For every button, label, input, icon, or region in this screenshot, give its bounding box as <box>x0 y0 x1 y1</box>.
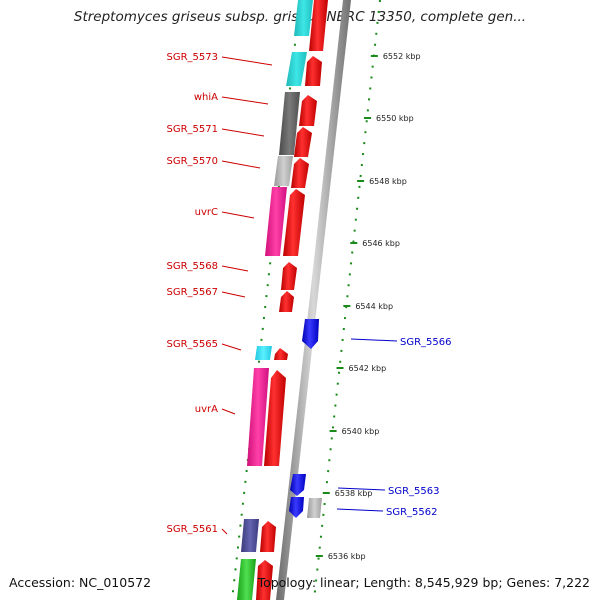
cds-arrow-sgr5565 <box>274 348 288 360</box>
gene-label-sgr_5571[interactable]: SGR_5571 <box>167 124 219 135</box>
cds-arrow-sgr5561 <box>260 521 276 552</box>
gene-label-sgr_5563[interactable]: SGR_5563 <box>388 486 440 497</box>
chromosome-backbone <box>276 0 351 600</box>
gene-leader-line <box>336 508 384 512</box>
gene-leader-line <box>221 56 273 66</box>
gene-label-sgr_5568[interactable]: SGR_5568 <box>167 261 219 272</box>
gene-label-sgr_5567[interactable]: SGR_5567 <box>167 287 219 298</box>
cds-arrow-uvrc <box>283 189 305 256</box>
block-green-bottom <box>237 559 256 600</box>
block-sgr5561 <box>241 519 259 552</box>
block-gray-forward <box>307 498 322 518</box>
gene-label-sgr_5570[interactable]: SGR_5570 <box>167 156 219 167</box>
gene-leader-line <box>221 160 261 169</box>
block-whia <box>279 92 300 155</box>
scale-label: 6546 kbp <box>362 239 400 248</box>
gene-label-sgr_5565[interactable]: SGR_5565 <box>167 339 219 350</box>
gene-leader-line <box>221 211 255 219</box>
gene-label-sgr_5566[interactable]: SGR_5566 <box>400 337 452 348</box>
cds-arrow-sgr5562 <box>289 497 304 518</box>
right-dotted-track <box>313 0 381 600</box>
scale-label: 6538 kbp <box>335 489 373 498</box>
block-sgr5565 <box>255 346 272 360</box>
gene-label-sgr_5562[interactable]: SGR_5562 <box>386 507 438 518</box>
gene-leader-line <box>221 343 242 351</box>
scale-label: 6544 kbp <box>355 302 393 311</box>
cds-arrows <box>256 0 328 600</box>
block-sgr5573 <box>286 52 307 86</box>
cds-arrow-sgr5567 <box>279 291 294 312</box>
block-uvrc <box>265 187 287 256</box>
cds-arrow-whia <box>299 95 317 126</box>
cds-arrow-sgr5563 <box>290 474 306 496</box>
gene-label-whia[interactable]: whiA <box>194 92 218 103</box>
gene-label-sgr_5561[interactable]: SGR_5561 <box>167 524 219 535</box>
gene-leader-line <box>337 487 386 491</box>
scale-label: 6552 kbp <box>383 52 421 61</box>
cds-arrow-uvra <box>264 370 286 466</box>
cds-arrow-sgr5568 <box>281 262 297 290</box>
gene-label-uvrc[interactable]: uvrC <box>195 207 218 218</box>
scale-label: 6548 kbp <box>369 177 407 186</box>
block-uvra <box>247 368 269 466</box>
block-sgr5570 <box>274 156 293 186</box>
genome-stats-text: Topology: linear; Length: 8,545,929 bp; … <box>257 575 590 590</box>
gene-leader-line <box>221 96 269 105</box>
gene-blocks <box>237 0 322 600</box>
gene-leader-line <box>350 338 398 342</box>
gene-leader-line <box>221 528 228 535</box>
cds-arrow-sgr5573 <box>305 56 322 86</box>
gene-leader-line <box>221 265 249 272</box>
accession-text: Accession: NC_010572 <box>9 575 152 590</box>
gene-leader-line <box>221 291 246 298</box>
gene-label-uvra[interactable]: uvrA <box>195 404 218 415</box>
cds-arrow-sgr5566 <box>302 319 319 349</box>
gene-leader-line <box>221 408 236 415</box>
scale-label: 6540 kbp <box>342 427 380 436</box>
scale-ticks <box>315 55 378 557</box>
gene-leader-line <box>221 128 265 137</box>
cds-arrow-sgr5570 <box>291 158 309 188</box>
scale-label: 6536 kbp <box>328 552 366 561</box>
cds-arrow-sgr5571 <box>294 127 312 157</box>
gene-labels: SGR_5573 whiA SGR_5571 SGR_5570 uvrC SGR_5568… <box>167 52 452 535</box>
scale-label: 6550 kbp <box>376 114 414 123</box>
gene-label-sgr_5573[interactable]: SGR_5573 <box>167 52 219 63</box>
scale-labels: 6552 kbp 6550 kbp 6548 kbp 6546 kbp 6544 kbp… <box>328 52 421 561</box>
cds-arrow-bottom <box>256 560 273 600</box>
scale-label: 6542 kbp <box>349 364 387 373</box>
block-sgr5573-top <box>294 0 313 36</box>
forward-arrows <box>289 319 319 518</box>
cds-arrow-top <box>309 0 328 51</box>
